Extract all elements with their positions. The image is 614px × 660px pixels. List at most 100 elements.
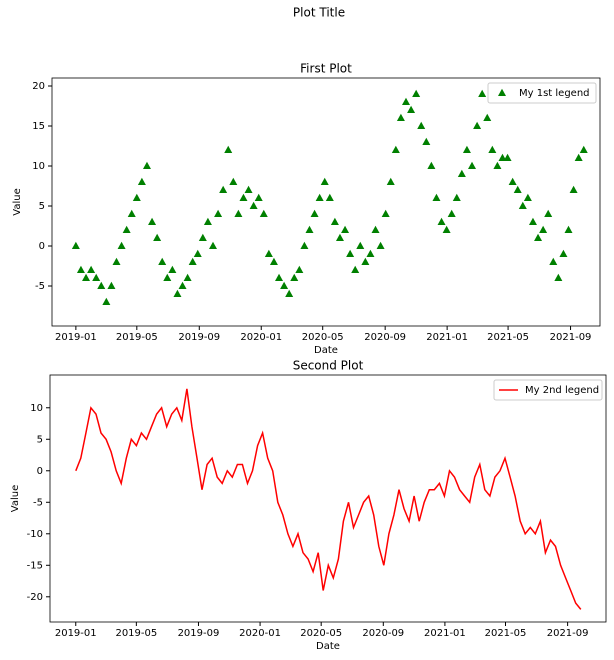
marker <box>554 273 563 281</box>
marker <box>82 273 91 281</box>
marker <box>320 177 329 185</box>
marker <box>76 265 85 273</box>
marker <box>285 289 294 297</box>
marker <box>432 193 441 201</box>
axes-title: Second Plot <box>293 359 364 373</box>
marker <box>117 241 126 249</box>
marker <box>468 161 477 169</box>
marker <box>97 281 106 289</box>
marker <box>315 193 324 201</box>
marker <box>254 193 263 201</box>
marker <box>335 233 344 241</box>
x-tick-label: 2021-05 <box>487 332 529 343</box>
x-tick-label: 2020-05 <box>302 332 344 343</box>
marker <box>442 225 451 233</box>
marker <box>391 145 400 153</box>
marker <box>269 257 278 265</box>
marker <box>574 153 583 161</box>
marker <box>249 201 258 209</box>
marker <box>422 137 431 145</box>
legend-label: My 2nd legend <box>525 385 599 396</box>
marker <box>280 281 289 289</box>
x-tick-label: 2019-09 <box>178 332 220 343</box>
marker <box>361 257 370 265</box>
marker <box>569 185 578 193</box>
marker <box>513 185 522 193</box>
marker <box>142 161 151 169</box>
y-tick-label: -10 <box>27 529 43 540</box>
marker <box>208 241 217 249</box>
marker <box>341 225 350 233</box>
marker <box>381 209 390 217</box>
y-tick-label: -5 <box>35 281 45 292</box>
marker <box>412 89 421 97</box>
marker <box>229 177 238 185</box>
marker <box>544 209 553 217</box>
x-tick-label: 2019-05 <box>115 628 157 639</box>
marker <box>87 265 96 273</box>
y-tick-label: 5 <box>39 201 45 212</box>
marker <box>396 113 405 121</box>
x-axis-label: Date <box>314 345 338 356</box>
marker <box>234 209 243 217</box>
marker <box>92 273 101 281</box>
marker <box>300 241 309 249</box>
axes-title: First Plot <box>300 62 352 76</box>
y-axis-label: Value <box>10 485 21 512</box>
marker <box>346 249 355 257</box>
marker <box>112 257 121 265</box>
marker <box>508 177 517 185</box>
x-tick-label: 2021-05 <box>485 628 527 639</box>
x-tick-label: 2020-01 <box>239 628 281 639</box>
marker <box>523 193 532 201</box>
x-tick-label: 2019-01 <box>55 628 97 639</box>
marker <box>193 249 202 257</box>
marker <box>483 113 492 121</box>
marker <box>452 193 461 201</box>
marker <box>264 249 273 257</box>
marker <box>549 257 558 265</box>
marker <box>203 217 212 225</box>
marker <box>417 121 426 129</box>
x-tick-label: 2019-01 <box>55 332 97 343</box>
marker <box>539 225 548 233</box>
marker <box>163 273 172 281</box>
marker <box>158 257 167 265</box>
marker <box>244 185 253 193</box>
y-tick-label: -15 <box>27 560 43 571</box>
marker <box>259 209 268 217</box>
marker <box>295 265 304 273</box>
axes-frame <box>49 374 607 623</box>
marker <box>437 217 446 225</box>
y-tick-label: 15 <box>32 121 45 132</box>
marker <box>559 249 568 257</box>
x-tick-label: 2021-01 <box>424 628 466 639</box>
marker <box>178 281 187 289</box>
marker <box>371 225 380 233</box>
marker <box>224 145 233 153</box>
marker <box>239 193 248 201</box>
x-tick-label: 2020-09 <box>364 332 406 343</box>
marker <box>305 225 314 233</box>
y-tick-label: 20 <box>32 81 45 92</box>
marker <box>148 217 157 225</box>
y-tick-label: 0 <box>39 241 45 252</box>
marker <box>503 153 512 161</box>
line <box>75 388 582 610</box>
marker <box>488 145 497 153</box>
marker <box>462 145 471 153</box>
y-tick-label: 10 <box>32 161 45 172</box>
marker <box>498 153 507 161</box>
legend-box <box>493 379 603 401</box>
legend: My 1st legend <box>487 82 597 104</box>
marker <box>330 217 339 225</box>
marker <box>478 89 487 97</box>
marker <box>122 225 131 233</box>
x-tick-label: 2021-09 <box>550 332 592 343</box>
marker <box>310 209 319 217</box>
marker <box>351 265 360 273</box>
x-tick-label: 2021-09 <box>547 628 589 639</box>
marker <box>528 217 537 225</box>
marker <box>198 233 207 241</box>
marker <box>386 177 395 185</box>
